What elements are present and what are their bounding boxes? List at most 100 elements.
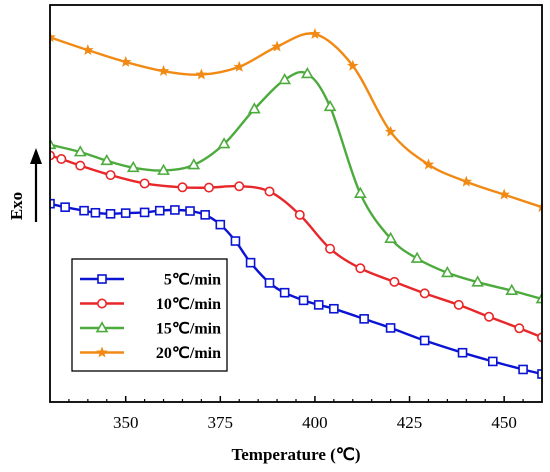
data-point [422,158,435,170]
data-point [537,369,542,379]
x-tick-label: 425 [397,413,423,432]
legend-label: 20℃/min [156,345,221,362]
data-point [187,158,201,170]
legend-entry: 5℃/min [80,272,221,289]
data-point [313,300,324,310]
data-point [419,288,430,299]
data-point [278,72,292,85]
data-point [325,243,336,254]
data-point [170,205,180,215]
data-point [329,303,339,314]
data-point [195,68,208,80]
data-point [487,356,498,367]
x-tick-label: 350 [113,413,139,432]
data-point [279,287,290,298]
data-point [50,137,57,150]
data-point [105,209,116,219]
legend-entry: 20℃/min [80,345,221,362]
data-point [50,150,55,161]
data-point [309,28,321,39]
legend-label: 10℃/min [156,296,221,313]
data-point [217,137,231,149]
legend: 5℃/min 10℃/min 15℃/min 20℃/min [71,258,228,372]
data-point [50,31,56,43]
series-layer [50,28,542,379]
data-point [498,188,510,200]
legend-entry: 10℃/min [80,296,221,313]
data-point [353,186,367,198]
data-point [294,209,305,220]
series-2 [50,150,542,343]
data-point [185,206,195,216]
data-point [384,231,397,243]
data-point [441,265,454,278]
data-point [457,347,468,358]
data-point [157,65,170,76]
data-point [347,59,359,71]
data-point [505,283,519,295]
data-point [139,207,150,218]
legend-marker [95,321,109,333]
data-point [90,207,101,218]
series-3 [50,67,542,304]
data-point [215,219,226,230]
data-point [56,154,67,165]
data-point [384,125,397,137]
data-point [73,145,87,157]
legend-marker [96,346,108,358]
data-point [157,163,170,175]
data-point [300,67,314,79]
data-point [264,186,275,197]
y-axis: Exo [7,148,42,222]
data-point [298,295,309,306]
x-tick-label: 450 [491,413,517,432]
data-point [385,323,396,333]
data-point [484,311,495,322]
data-point [453,299,464,310]
data-point [419,335,430,346]
data-point [234,181,245,192]
data-point [471,275,485,287]
data-point [359,314,369,324]
plot-area [50,28,542,379]
data-point [177,182,188,193]
data-point [120,208,131,218]
data-point [536,201,542,213]
data-point [82,44,94,56]
data-point [154,205,165,216]
series-1 [50,198,542,379]
data-point [410,251,424,263]
data-point [323,99,337,112]
legend-label: 5℃/min [164,272,221,289]
data-point [75,160,86,171]
data-point [79,205,89,216]
legend-label: 15℃/min [156,321,221,338]
legend-marker [97,298,108,309]
data-point [460,175,473,187]
x-axis: 350 375 400 425 450 [68,396,524,432]
data-point [200,210,210,220]
series-4 [50,28,542,213]
data-point [245,257,256,268]
data-point [355,263,366,274]
data-point [119,55,132,67]
exo-arrow-head [30,148,42,164]
data-point [514,323,525,334]
data-point [233,60,245,72]
legend-marker [97,274,107,284]
data-point [535,292,542,304]
data-point [50,198,55,209]
data-point [247,102,261,114]
data-point [271,40,283,52]
x-axis-title: Temperature (℃) [231,445,360,464]
data-point [518,364,528,375]
x-tick-label: 375 [208,413,234,432]
data-point [230,236,241,246]
data-point [264,278,275,288]
data-point [203,182,214,193]
data-point [60,202,70,212]
legend-entry: 15℃/min [80,321,221,338]
data-point [100,153,114,166]
data-point [105,170,116,181]
